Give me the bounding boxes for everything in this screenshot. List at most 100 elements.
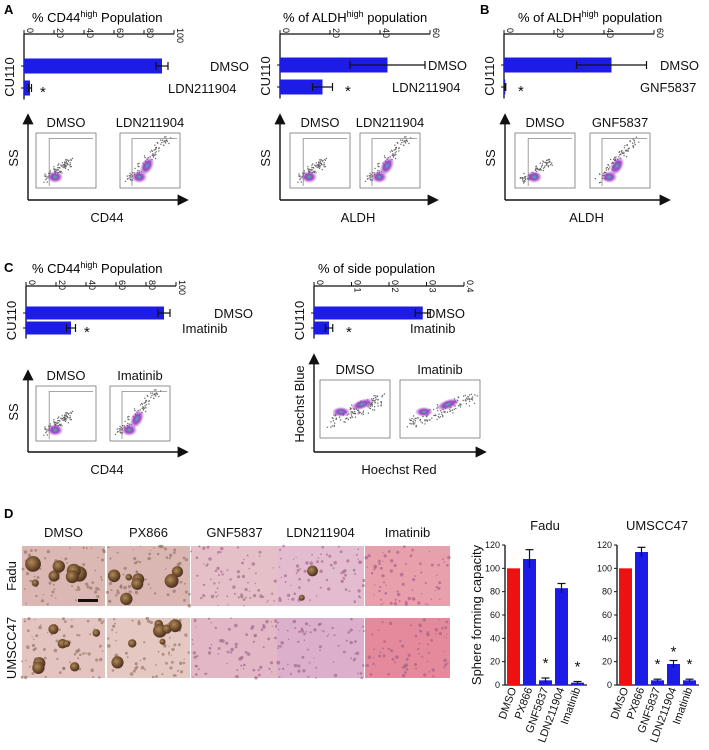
flow-event — [381, 396, 383, 398]
cell-speck — [259, 594, 263, 598]
flow-event — [134, 409, 136, 412]
cell-speck — [210, 578, 212, 580]
flow-event — [145, 404, 147, 406]
cell-speck — [362, 578, 366, 583]
cell-speck — [292, 558, 295, 561]
cell-speck — [396, 590, 399, 593]
flow-event — [395, 154, 397, 156]
cell-speck — [230, 651, 233, 654]
panel-letter-a: A — [4, 2, 14, 17]
cell-speck — [34, 618, 36, 621]
sphere — [307, 565, 318, 577]
significance-star: * — [575, 659, 581, 676]
flow-event — [467, 396, 469, 398]
cell-speck — [327, 587, 331, 591]
cell-speck — [373, 564, 378, 569]
cell-speck — [332, 567, 335, 570]
condition-label: Imatinib — [182, 321, 228, 336]
flow-event — [545, 162, 547, 164]
flow-event — [394, 144, 396, 146]
cell-speck — [377, 629, 380, 631]
flow-event — [65, 415, 68, 417]
flow-event — [408, 142, 410, 145]
flow-event — [545, 159, 548, 162]
condition-label: LDN211904 — [168, 81, 236, 96]
flow-event — [441, 413, 443, 415]
flow-event — [542, 167, 545, 169]
flow-c-hoechst: Hoechst Blue Hoechst Red DMSO Imatinib — [292, 353, 487, 477]
flow-event — [320, 159, 322, 161]
cell-speck — [48, 581, 52, 585]
flow-plot-label: GNF5837 — [592, 115, 648, 130]
cell-speck — [279, 645, 282, 648]
flow-event — [398, 150, 400, 152]
cell-speck — [435, 585, 438, 589]
cell-speck — [289, 672, 293, 676]
x-tick-label: 0 — [27, 280, 37, 285]
cell-speck — [255, 572, 257, 575]
cell-speck — [137, 621, 141, 626]
cell-speck — [331, 626, 334, 630]
cell-speck — [418, 642, 421, 645]
flow-event — [143, 407, 146, 409]
cell-speck — [74, 599, 77, 602]
flow-event — [165, 142, 167, 144]
flow-event — [449, 410, 451, 413]
flow-x-label: CD44 — [90, 210, 123, 225]
cell-speck — [73, 652, 77, 656]
flow-event — [144, 156, 146, 159]
flow-event — [609, 166, 611, 168]
flow-event — [324, 158, 326, 161]
bar — [24, 58, 162, 74]
cell-speck — [360, 676, 364, 680]
bar — [314, 306, 423, 320]
sphere — [63, 640, 71, 648]
cell-speck — [417, 601, 421, 605]
cell-speck — [313, 657, 315, 660]
x-tick-label: 0 — [505, 28, 515, 33]
flow-x-label: Hoechst Red — [361, 462, 436, 477]
flow-event — [548, 161, 550, 163]
flow-event — [64, 167, 67, 170]
panel-c-left-title: % CD44high Population — [32, 260, 163, 276]
flow-event — [402, 144, 405, 147]
flow-event — [54, 421, 56, 424]
x-tick-label: 80 — [147, 280, 157, 290]
cell-speck — [173, 551, 176, 554]
cell-speck — [328, 554, 332, 558]
flow-event — [540, 166, 543, 168]
cell-speck — [250, 627, 254, 630]
y-tick-label: 60 — [490, 610, 500, 620]
cell-speck — [371, 633, 374, 636]
flow-event — [614, 157, 616, 159]
flow-event — [311, 169, 313, 171]
flow-event — [313, 167, 315, 169]
sphere — [52, 560, 65, 573]
cell-speck — [443, 658, 447, 662]
cell-speck — [237, 575, 241, 579]
cell-speck — [441, 626, 444, 630]
cell-speck — [280, 557, 282, 560]
flow-event — [144, 410, 147, 413]
cell-speck — [69, 661, 71, 664]
flow-event — [426, 419, 428, 422]
cell-speck — [295, 556, 297, 558]
x-tick-label: 20 — [555, 28, 565, 38]
flow-event — [406, 140, 408, 142]
flow-event — [632, 145, 634, 147]
bar — [683, 680, 696, 685]
flow-event — [632, 146, 635, 149]
y-tick-label: 100 — [597, 563, 612, 573]
cell-speck — [297, 664, 301, 668]
cell-speck — [443, 666, 446, 669]
flow-event — [396, 141, 398, 144]
sphere — [92, 629, 101, 637]
cell-speck — [34, 549, 38, 552]
cell-speck — [184, 633, 188, 637]
flow-event — [364, 180, 367, 183]
flow-event — [126, 175, 128, 177]
flow-event — [415, 424, 417, 427]
cell-speck — [262, 623, 265, 627]
flow-event — [61, 165, 63, 167]
flow-event — [464, 394, 466, 396]
